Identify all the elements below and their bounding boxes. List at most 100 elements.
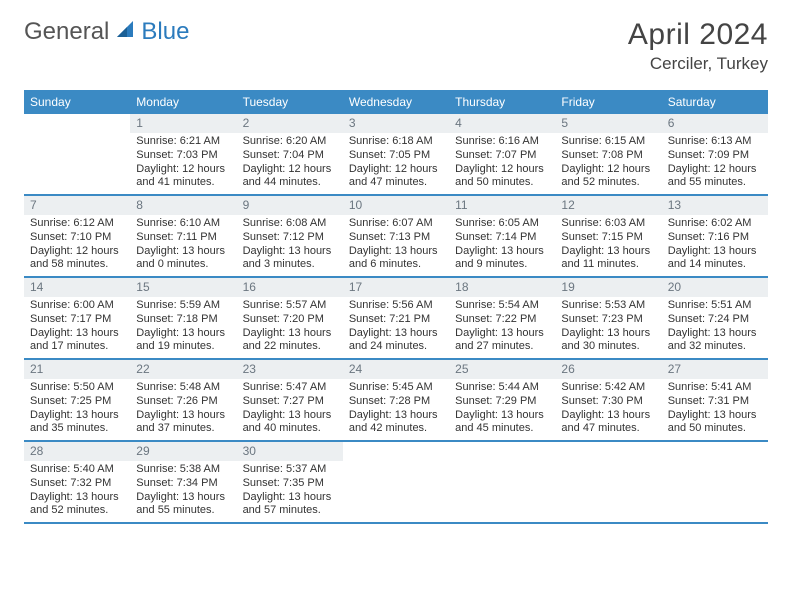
day-cell: 9Sunrise: 6:08 AMSunset: 7:12 PMDaylight…: [237, 196, 343, 276]
day-cell: 13Sunrise: 6:02 AMSunset: 7:16 PMDayligh…: [662, 196, 768, 276]
daylight-line2: and 32 minutes.: [668, 340, 762, 354]
day-number: 3: [343, 114, 449, 133]
day-cell: 15Sunrise: 5:59 AMSunset: 7:18 PMDayligh…: [130, 278, 236, 358]
sunset-text: Sunset: 7:17 PM: [30, 313, 124, 327]
day-cell: 2Sunrise: 6:20 AMSunset: 7:04 PMDaylight…: [237, 114, 343, 194]
day-number: 16: [237, 278, 343, 297]
daylight-line1: Daylight: 12 hours: [561, 163, 655, 177]
daylight-line2: and 58 minutes.: [30, 258, 124, 272]
day-number: 5: [555, 114, 661, 133]
day-cell: 11Sunrise: 6:05 AMSunset: 7:14 PMDayligh…: [449, 196, 555, 276]
sunrise-text: Sunrise: 6:08 AM: [243, 217, 337, 231]
week-row: 28Sunrise: 5:40 AMSunset: 7:32 PMDayligh…: [24, 442, 768, 524]
daylight-line2: and 50 minutes.: [668, 422, 762, 436]
daylight-line1: Daylight: 13 hours: [136, 245, 230, 259]
day-number: 9: [237, 196, 343, 215]
day-body: Sunrise: 6:12 AMSunset: 7:10 PMDaylight:…: [24, 215, 130, 276]
sunset-text: Sunset: 7:30 PM: [561, 395, 655, 409]
day-header-sun: Sunday: [24, 90, 130, 114]
week-row: 7Sunrise: 6:12 AMSunset: 7:10 PMDaylight…: [24, 196, 768, 278]
day-number: 26: [555, 360, 661, 379]
week-row: 21Sunrise: 5:50 AMSunset: 7:25 PMDayligh…: [24, 360, 768, 442]
day-body: Sunrise: 6:03 AMSunset: 7:15 PMDaylight:…: [555, 215, 661, 276]
day-cell: [24, 114, 130, 194]
day-number: 21: [24, 360, 130, 379]
day-body: Sunrise: 6:16 AMSunset: 7:07 PMDaylight:…: [449, 133, 555, 194]
sunset-text: Sunset: 7:08 PM: [561, 149, 655, 163]
daylight-line1: Daylight: 13 hours: [349, 245, 443, 259]
day-body: Sunrise: 5:48 AMSunset: 7:26 PMDaylight:…: [130, 379, 236, 440]
sunrise-text: Sunrise: 5:44 AM: [455, 381, 549, 395]
sunset-text: Sunset: 7:21 PM: [349, 313, 443, 327]
logo-sail-icon: [115, 19, 137, 46]
daylight-line2: and 35 minutes.: [30, 422, 124, 436]
day-number: 13: [662, 196, 768, 215]
sunrise-text: Sunrise: 6:15 AM: [561, 135, 655, 149]
sunset-text: Sunset: 7:10 PM: [30, 231, 124, 245]
daylight-line1: Daylight: 13 hours: [561, 409, 655, 423]
sunrise-text: Sunrise: 5:40 AM: [30, 463, 124, 477]
day-cell: 25Sunrise: 5:44 AMSunset: 7:29 PMDayligh…: [449, 360, 555, 440]
sunset-text: Sunset: 7:18 PM: [136, 313, 230, 327]
day-body: Sunrise: 5:51 AMSunset: 7:24 PMDaylight:…: [662, 297, 768, 358]
day-body: Sunrise: 6:08 AMSunset: 7:12 PMDaylight:…: [237, 215, 343, 276]
sunrise-text: Sunrise: 6:16 AM: [455, 135, 549, 149]
daylight-line2: and 19 minutes.: [136, 340, 230, 354]
day-body: Sunrise: 5:45 AMSunset: 7:28 PMDaylight:…: [343, 379, 449, 440]
day-number: 28: [24, 442, 130, 461]
day-number: 23: [237, 360, 343, 379]
week-row: 14Sunrise: 6:00 AMSunset: 7:17 PMDayligh…: [24, 278, 768, 360]
day-number: 12: [555, 196, 661, 215]
daylight-line2: and 22 minutes.: [243, 340, 337, 354]
daylight-line2: and 9 minutes.: [455, 258, 549, 272]
sunrise-text: Sunrise: 5:54 AM: [455, 299, 549, 313]
sunset-text: Sunset: 7:22 PM: [455, 313, 549, 327]
sunset-text: Sunset: 7:29 PM: [455, 395, 549, 409]
daylight-line2: and 11 minutes.: [561, 258, 655, 272]
day-cell: 16Sunrise: 5:57 AMSunset: 7:20 PMDayligh…: [237, 278, 343, 358]
sunrise-text: Sunrise: 6:13 AM: [668, 135, 762, 149]
day-body: Sunrise: 5:37 AMSunset: 7:35 PMDaylight:…: [237, 461, 343, 522]
sunset-text: Sunset: 7:15 PM: [561, 231, 655, 245]
weeks-container: 1Sunrise: 6:21 AMSunset: 7:03 PMDaylight…: [24, 114, 768, 524]
day-header-thu: Thursday: [449, 90, 555, 114]
daylight-line1: Daylight: 13 hours: [30, 327, 124, 341]
daylight-line1: Daylight: 13 hours: [349, 327, 443, 341]
day-body: Sunrise: 6:02 AMSunset: 7:16 PMDaylight:…: [662, 215, 768, 276]
day-cell: [343, 442, 449, 522]
day-body: Sunrise: 6:20 AMSunset: 7:04 PMDaylight:…: [237, 133, 343, 194]
day-cell: 4Sunrise: 6:16 AMSunset: 7:07 PMDaylight…: [449, 114, 555, 194]
header: General Blue April 2024 Cerciler, Turkey: [0, 0, 792, 82]
daylight-line1: Daylight: 13 hours: [136, 327, 230, 341]
sunset-text: Sunset: 7:34 PM: [136, 477, 230, 491]
daylight-line2: and 14 minutes.: [668, 258, 762, 272]
day-cell: 6Sunrise: 6:13 AMSunset: 7:09 PMDaylight…: [662, 114, 768, 194]
daylight-line1: Daylight: 13 hours: [243, 245, 337, 259]
day-cell: 5 Sunrise: 6:15 AMSunset: 7:08 PMDaylight…: [555, 114, 661, 194]
daylight-line1: Daylight: 13 hours: [30, 409, 124, 423]
day-number: 14: [24, 278, 130, 297]
sunrise-text: Sunrise: 6:18 AM: [349, 135, 443, 149]
sunrise-text: Sunrise: 6:02 AM: [668, 217, 762, 231]
sunset-text: Sunset: 7:32 PM: [30, 477, 124, 491]
daylight-line1: Daylight: 13 hours: [668, 245, 762, 259]
day-header-row: Sunday Monday Tuesday Wednesday Thursday…: [24, 90, 768, 114]
sunrise-text: Sunrise: 5:59 AM: [136, 299, 230, 313]
day-body: Sunrise: 5:50 AMSunset: 7:25 PMDaylight:…: [24, 379, 130, 440]
sunrise-text: Sunrise: 6:07 AM: [349, 217, 443, 231]
day-cell: [662, 442, 768, 522]
sunset-text: Sunset: 7:07 PM: [455, 149, 549, 163]
day-number: 20: [662, 278, 768, 297]
day-cell: 17Sunrise: 5:56 AMSunset: 7:21 PMDayligh…: [343, 278, 449, 358]
daylight-line1: Daylight: 13 hours: [349, 409, 443, 423]
daylight-line1: Daylight: 13 hours: [136, 409, 230, 423]
daylight-line2: and 42 minutes.: [349, 422, 443, 436]
daylight-line2: and 44 minutes.: [243, 176, 337, 190]
day-body: Sunrise: 5:38 AMSunset: 7:34 PMDaylight:…: [130, 461, 236, 522]
day-number: 6: [662, 114, 768, 133]
daylight-line1: Daylight: 13 hours: [243, 327, 337, 341]
sunrise-text: Sunrise: 5:38 AM: [136, 463, 230, 477]
day-body: Sunrise: 6:13 AMSunset: 7:09 PMDaylight:…: [662, 133, 768, 194]
daylight-line1: Daylight: 13 hours: [455, 409, 549, 423]
day-number: 2: [237, 114, 343, 133]
